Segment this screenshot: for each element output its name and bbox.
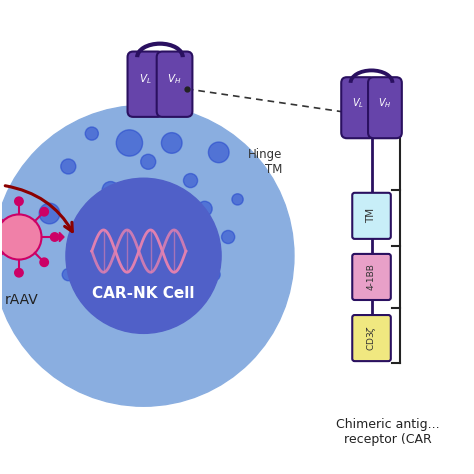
Circle shape: [116, 130, 143, 156]
Circle shape: [61, 159, 76, 174]
Circle shape: [221, 230, 235, 244]
Circle shape: [208, 268, 220, 281]
Circle shape: [15, 268, 23, 277]
FancyBboxPatch shape: [352, 315, 391, 361]
Circle shape: [0, 214, 42, 260]
Text: Hinge
TM: Hinge TM: [248, 148, 282, 176]
Circle shape: [108, 276, 123, 292]
FancyBboxPatch shape: [341, 77, 375, 138]
Circle shape: [152, 199, 163, 210]
FancyBboxPatch shape: [128, 52, 163, 117]
Text: $V_L$: $V_L$: [139, 73, 152, 86]
FancyBboxPatch shape: [157, 52, 192, 117]
Circle shape: [66, 178, 221, 333]
Circle shape: [85, 127, 99, 140]
Text: CAR-NK Cell: CAR-NK Cell: [92, 286, 195, 301]
Text: CD3$\zeta$: CD3$\zeta$: [365, 325, 378, 351]
Circle shape: [15, 197, 23, 206]
Circle shape: [76, 236, 89, 248]
FancyBboxPatch shape: [352, 254, 391, 300]
Text: 4-1BB: 4-1BB: [367, 264, 376, 291]
Circle shape: [39, 203, 60, 224]
Text: Chimeric antig...
receptor (CAR: Chimeric antig... receptor (CAR: [336, 418, 440, 446]
Text: rAAV: rAAV: [4, 293, 38, 308]
Circle shape: [40, 258, 48, 266]
Circle shape: [141, 154, 156, 169]
Circle shape: [209, 142, 229, 163]
FancyBboxPatch shape: [352, 193, 391, 239]
Text: $V_H$: $V_H$: [378, 96, 392, 110]
Circle shape: [102, 182, 119, 199]
Polygon shape: [59, 232, 64, 242]
Text: $V_L$: $V_L$: [352, 96, 364, 110]
Circle shape: [175, 278, 187, 290]
Circle shape: [161, 133, 182, 153]
Circle shape: [0, 105, 294, 406]
Circle shape: [183, 173, 198, 188]
Circle shape: [50, 233, 59, 241]
Text: TM: TM: [366, 208, 376, 223]
Text: $V_H$: $V_H$: [167, 73, 182, 86]
FancyBboxPatch shape: [368, 77, 402, 138]
Circle shape: [195, 242, 205, 251]
Circle shape: [197, 201, 212, 216]
Circle shape: [40, 208, 48, 216]
Circle shape: [62, 268, 74, 281]
Circle shape: [232, 194, 243, 205]
Circle shape: [92, 204, 101, 213]
